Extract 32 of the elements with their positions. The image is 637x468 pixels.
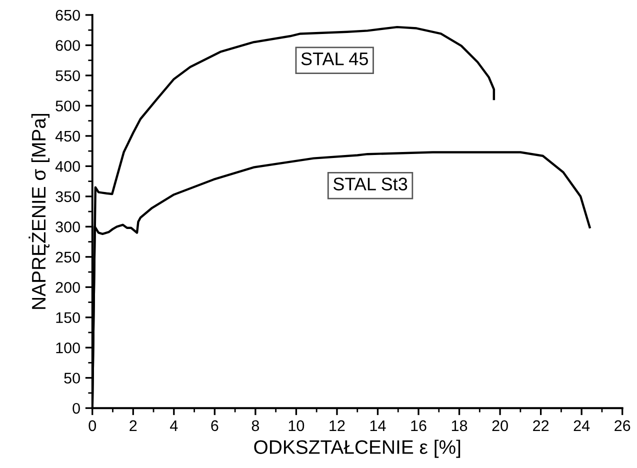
x-tick-label: 24	[574, 420, 590, 431]
x-tick-label: 2	[130, 420, 137, 431]
y-tick-label: 100	[56, 342, 80, 354]
y-tick-label: 350	[56, 191, 80, 202]
x-tick-label: 20	[492, 420, 508, 432]
y-tick-label: 50	[64, 372, 80, 384]
y-tick-label: 450	[55, 130, 80, 142]
x-tick-label: 10	[288, 420, 304, 432]
y-tick-label: 400	[55, 161, 80, 172]
y-axis-title: NAPRĘŻENIE σ [MPa]	[28, 114, 50, 309]
y-tick-label: 600	[56, 40, 80, 51]
x-tick-label: 8	[252, 420, 260, 432]
x-tick-label: 22	[533, 420, 549, 431]
x-tick-label: 0	[88, 420, 96, 432]
series-label: STAL St3	[333, 178, 408, 190]
x-tick-label: 4	[170, 420, 178, 431]
y-tick-label: 550	[56, 70, 80, 82]
y-tick-label: 650	[56, 10, 80, 21]
y-tick-label: 150	[56, 312, 80, 324]
x-tick-label: 26	[614, 420, 630, 432]
y-tick-label: 300	[56, 222, 80, 232]
series-label: STAL 45	[301, 52, 368, 66]
x-tick-label: 6	[211, 420, 218, 432]
x-tick-label: 18	[452, 420, 468, 432]
y-tick-label: 250	[56, 252, 80, 263]
x-tick-label: 14	[370, 420, 386, 431]
x-tick-label: 16	[411, 420, 426, 432]
y-tick-label: 500	[56, 100, 80, 112]
y-tick-label: 200	[56, 282, 80, 293]
x-tick-label: 12	[330, 420, 345, 431]
y-tick-label: 0	[72, 402, 80, 414]
x-axis-title: ODKSZTAŁCENIE ε [%]	[254, 440, 460, 458]
